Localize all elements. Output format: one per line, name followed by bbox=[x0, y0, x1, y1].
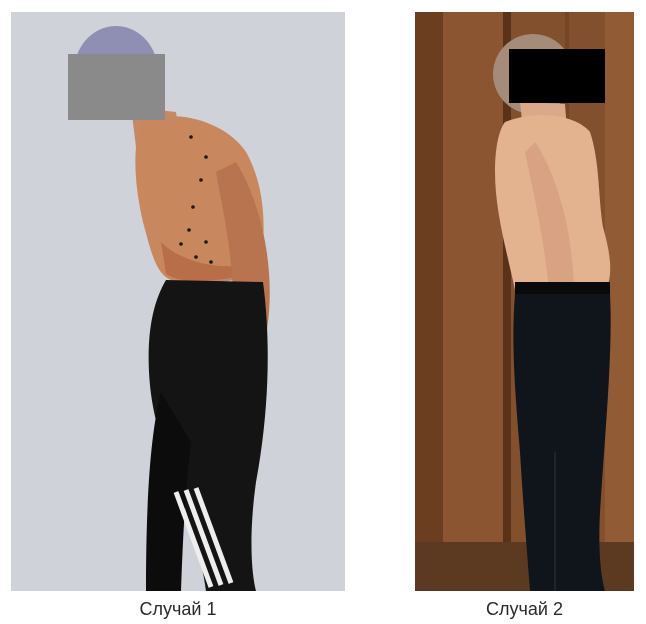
photo-case-2-image bbox=[415, 12, 634, 591]
trousers-shape bbox=[148, 280, 268, 591]
caption-case-1: Случай 1 bbox=[139, 599, 217, 619]
photo-case-1-image bbox=[11, 12, 345, 591]
photo-case-2 bbox=[415, 12, 634, 591]
trousers-shape bbox=[513, 294, 611, 591]
marker-dots bbox=[179, 135, 213, 264]
face-cover-gray bbox=[68, 54, 165, 120]
caption-case-2: Случай 2 bbox=[486, 599, 563, 619]
face-cover-black bbox=[509, 49, 605, 103]
photo-case-1 bbox=[11, 12, 345, 591]
